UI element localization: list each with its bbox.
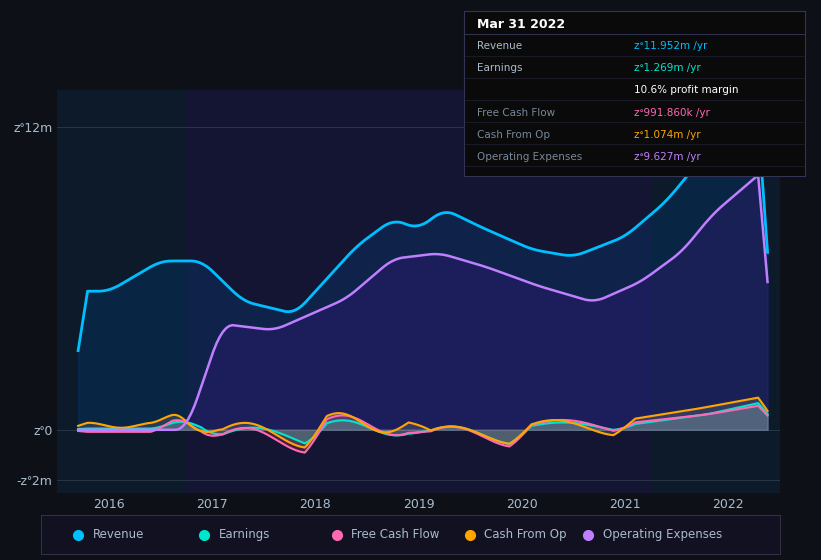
Text: Mar 31 2022: Mar 31 2022 xyxy=(478,18,566,31)
Text: Cash From Op: Cash From Op xyxy=(484,528,566,542)
Text: Earnings: Earnings xyxy=(218,528,270,542)
Text: zᐤ11.952m /yr: zᐤ11.952m /yr xyxy=(635,41,708,52)
Text: Revenue: Revenue xyxy=(93,528,144,542)
Text: Earnings: Earnings xyxy=(478,63,523,73)
Text: Free Cash Flow: Free Cash Flow xyxy=(478,108,556,118)
Text: zᐤ991.860k /yr: zᐤ991.860k /yr xyxy=(635,108,710,118)
Text: Operating Expenses: Operating Expenses xyxy=(478,152,583,162)
Bar xyxy=(186,90,651,493)
Text: zᐤ1.074m /yr: zᐤ1.074m /yr xyxy=(635,129,701,139)
Text: Revenue: Revenue xyxy=(478,41,523,52)
Text: zᐤ9.627m /yr: zᐤ9.627m /yr xyxy=(635,152,701,162)
Text: Cash From Op: Cash From Op xyxy=(478,129,551,139)
Text: 10.6% profit margin: 10.6% profit margin xyxy=(635,86,739,96)
Text: Operating Expenses: Operating Expenses xyxy=(603,528,722,542)
Text: Free Cash Flow: Free Cash Flow xyxy=(351,528,440,542)
Text: zᐤ1.269m /yr: zᐤ1.269m /yr xyxy=(635,63,701,73)
